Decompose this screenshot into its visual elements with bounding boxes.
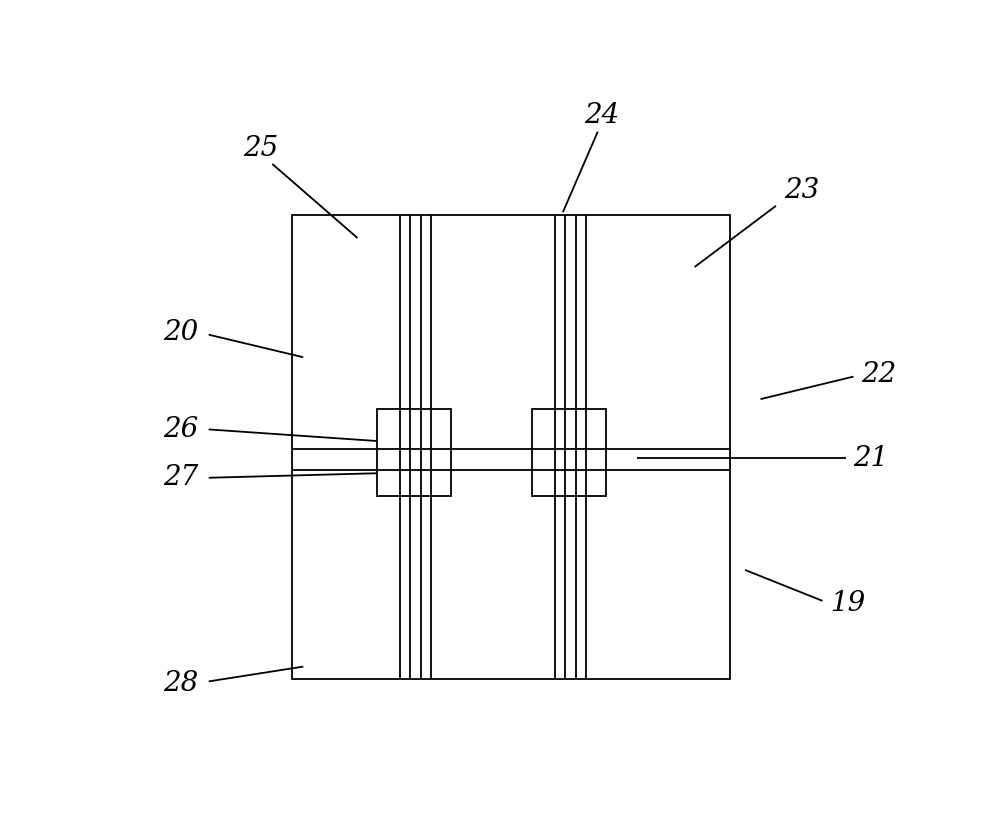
Text: 23: 23 [784, 176, 819, 203]
Bar [532, 410, 606, 497]
Bar [377, 410, 450, 497]
Text: 19: 19 [830, 589, 866, 616]
Text: 20: 20 [163, 319, 199, 345]
Text: 21: 21 [854, 444, 889, 471]
Bar [292, 217, 730, 680]
Text: 24: 24 [584, 102, 619, 130]
Text: 27: 27 [163, 463, 199, 491]
Text: 22: 22 [861, 360, 896, 387]
Text: 25: 25 [243, 135, 278, 161]
Text: 26: 26 [163, 415, 199, 442]
Text: 28: 28 [163, 670, 199, 696]
